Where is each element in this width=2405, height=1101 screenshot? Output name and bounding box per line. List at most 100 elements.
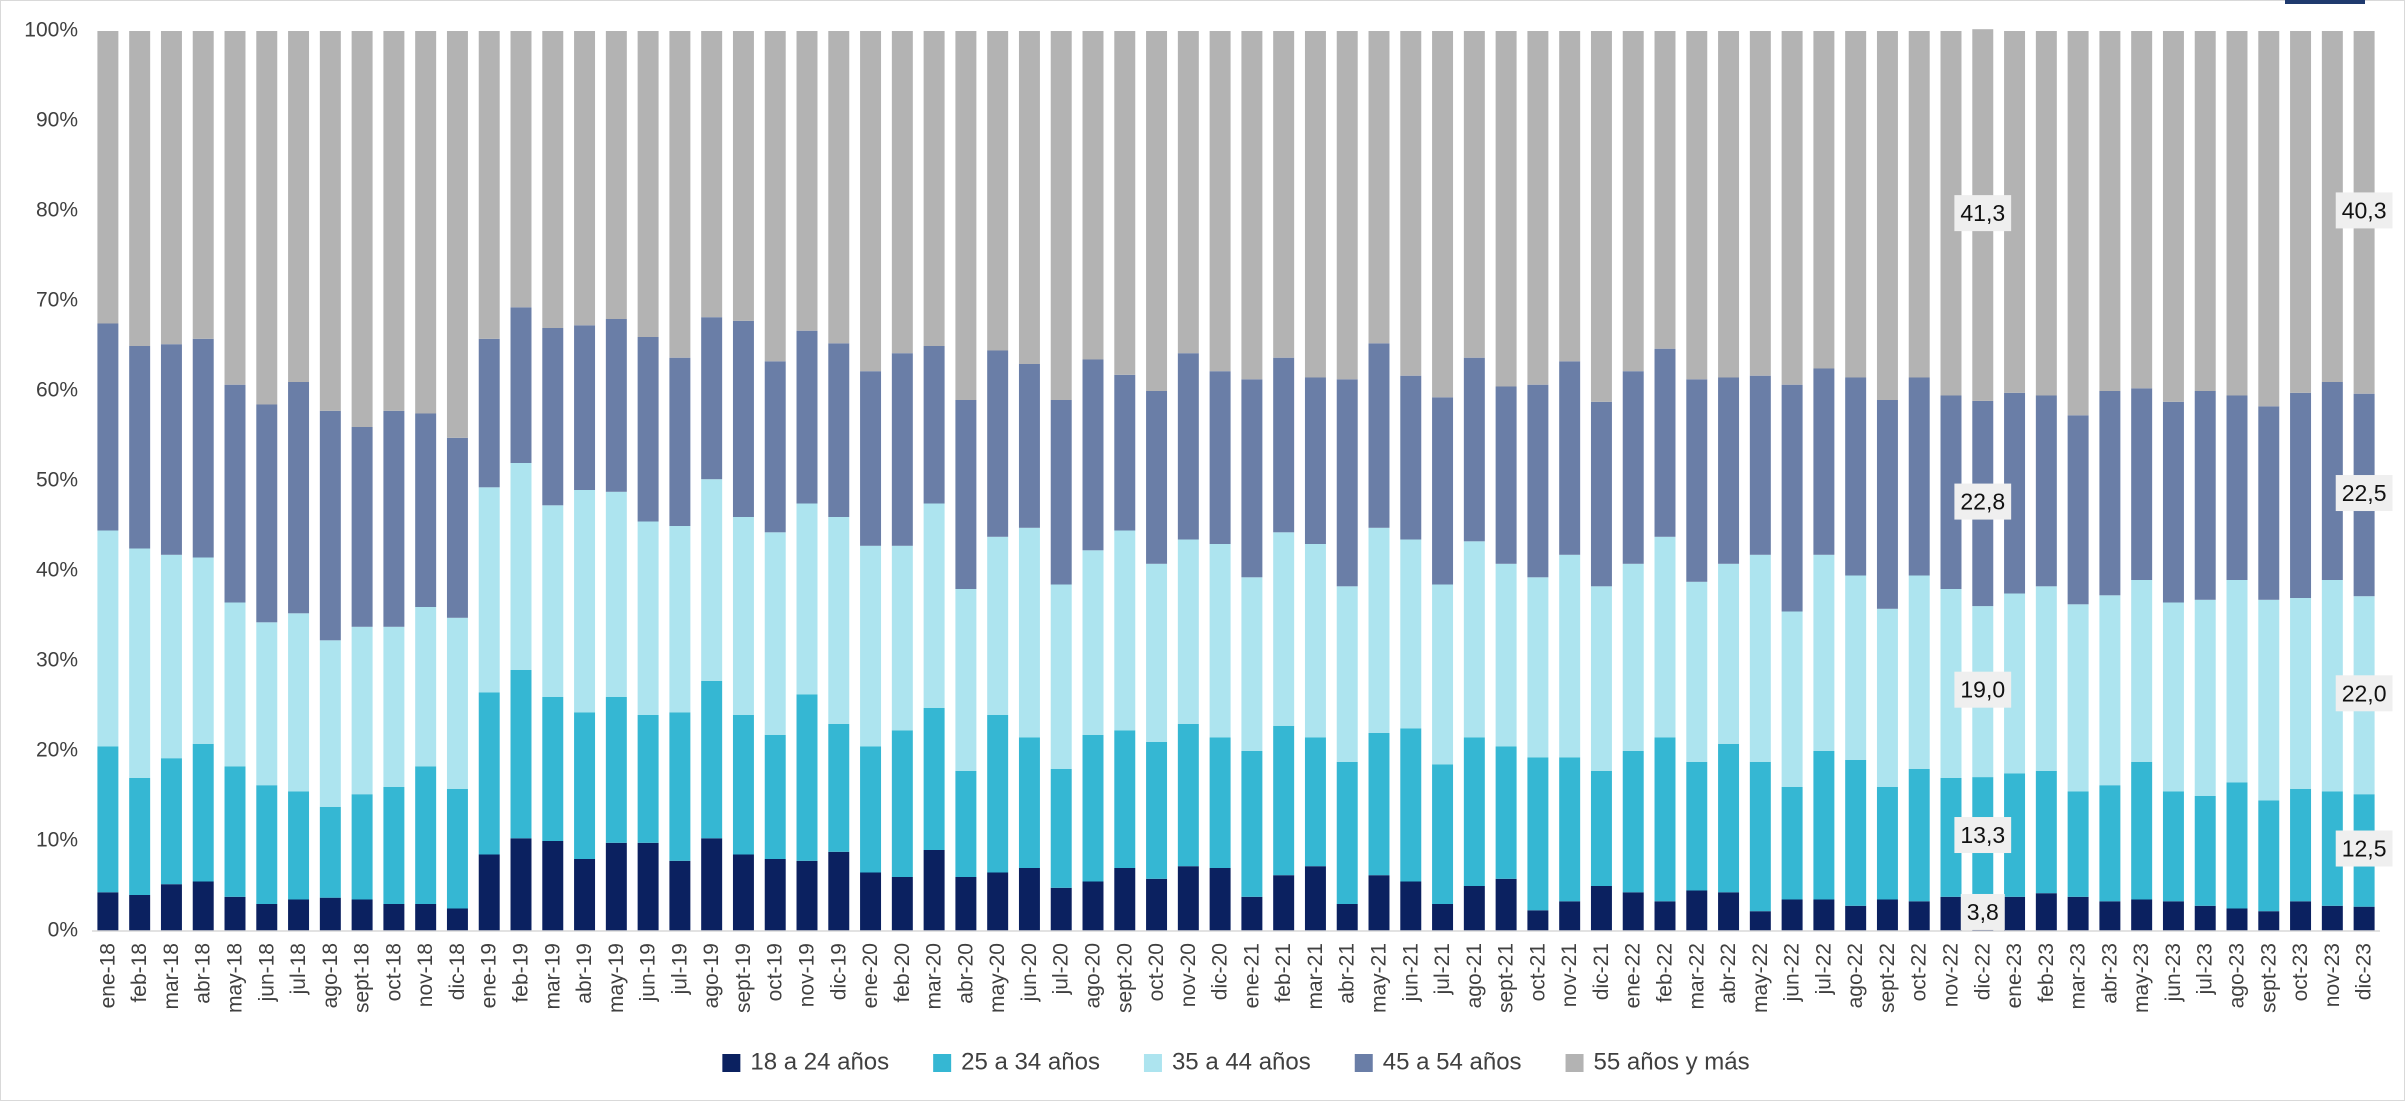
bar-segment (1686, 890, 1708, 931)
bar-segment (796, 31, 818, 331)
bar-segment (1559, 361, 1581, 555)
bar-segment (319, 410, 341, 641)
bar-segment (1845, 377, 1867, 576)
bar-segment (1876, 787, 1898, 900)
bar-segment (1845, 31, 1867, 378)
x-tick-label: abr-20 (954, 943, 977, 1004)
x-tick-label: ene-23 (2003, 943, 2026, 1008)
bar-segment (1463, 541, 1485, 738)
bar-segment (1177, 353, 1199, 540)
x-tick-label: oct-20 (1145, 943, 1168, 1001)
bar-segment (478, 487, 500, 693)
y-tick-label: 30% (36, 649, 78, 672)
bar-segment (1749, 761, 1771, 912)
bar-segment (2162, 901, 2184, 931)
bar-segment (256, 31, 278, 405)
bar-segment (1177, 724, 1199, 867)
bar-segment (288, 382, 310, 614)
bar-segment (1368, 875, 1390, 931)
bar-segment (1876, 31, 1898, 400)
bar-segment (2321, 791, 2343, 906)
bar-segment (1400, 539, 1422, 729)
bar-segment (1527, 577, 1549, 758)
legend-label: 18 a 24 años (750, 1048, 889, 1075)
bar-segment (2067, 791, 2089, 897)
bar-segment (1749, 31, 1771, 376)
bar-segment (1527, 757, 1549, 911)
bar-segment (955, 31, 977, 400)
bar-segment (1209, 544, 1231, 738)
bar-segment (923, 503, 945, 708)
bar-segment (1654, 901, 1676, 931)
bar-segment (1813, 368, 1835, 555)
bar-segment (2194, 905, 2216, 931)
bar-segment (574, 31, 596, 326)
bar-segment (2067, 604, 2089, 792)
bar-segment (160, 31, 182, 345)
bar-segment (1146, 391, 1168, 564)
y-tick-label: 100% (24, 19, 78, 42)
bar-segment (701, 838, 723, 931)
x-tick-label: jul-22 (1812, 943, 1835, 995)
y-tick-label: 0% (48, 919, 78, 942)
bar-segment (1686, 31, 1708, 380)
data-label: 22,5 (2335, 475, 2393, 512)
bar-segment (383, 626, 405, 787)
bar-segment (2035, 893, 2057, 931)
bar-segment (605, 697, 627, 843)
legend-label: 45 a 54 años (1383, 1048, 1522, 1075)
bar-segment (2226, 782, 2248, 909)
bar-segment (510, 307, 532, 463)
bar-segment (2290, 31, 2312, 393)
bar-segment (1209, 737, 1231, 868)
bar-segment (1845, 575, 1867, 760)
x-tick-label: oct-23 (2289, 943, 2312, 1001)
bar-segment (1781, 384, 1803, 612)
bar-segment (1304, 544, 1326, 738)
bar-segment (1845, 760, 1867, 906)
bar-segment (1495, 31, 1517, 387)
legend-swatch (722, 1054, 741, 1072)
bar-segment (2131, 761, 2153, 900)
bar-segment (1336, 904, 1358, 931)
bar-segment (955, 770, 977, 877)
bar-segment (478, 338, 500, 488)
y-tick-label: 90% (36, 109, 78, 132)
data-label-box (2335, 192, 2393, 229)
bar-segment (2035, 586, 2057, 771)
bar-segment (987, 872, 1009, 931)
x-tick-label: dic-21 (1590, 943, 1613, 1000)
bar-segment (1908, 769, 1930, 902)
y-tick-label: 50% (36, 469, 78, 492)
bar-segment (2035, 770, 2057, 894)
bar-segment (891, 353, 913, 546)
bar-segment (1463, 737, 1485, 886)
bar-segment (192, 743, 214, 882)
x-tick-label: feb-20 (891, 943, 914, 1003)
bar-segment (1273, 31, 1295, 358)
bar-segment (1082, 31, 1104, 360)
bar-segment (192, 31, 214, 339)
bar-segment (1654, 536, 1676, 738)
bar-segment (1590, 401, 1612, 587)
bar-segment (732, 715, 754, 855)
bar-segment (224, 766, 246, 897)
x-tick-label: jun-21 (1399, 943, 1422, 1002)
bar-segment (987, 715, 1009, 873)
bar-segment (1018, 364, 1040, 528)
bar-segment (288, 791, 310, 900)
x-tick-label: jun-20 (1018, 943, 1041, 1002)
bar-segment (1813, 899, 1835, 931)
bar-segment (1622, 892, 1644, 931)
bar-segment (288, 613, 310, 792)
bar-segment (860, 872, 882, 931)
x-tick-label: nov-18 (414, 943, 437, 1007)
bar-segment (2099, 595, 2121, 786)
bar-segment (764, 734, 786, 859)
bar-segment (1241, 751, 1263, 897)
bar-segment (796, 694, 818, 861)
bar-segment (1432, 397, 1454, 585)
bar-segment (1018, 31, 1040, 364)
bar-segment (1908, 575, 1930, 769)
x-tick-label: jun-22 (1781, 943, 1804, 1002)
